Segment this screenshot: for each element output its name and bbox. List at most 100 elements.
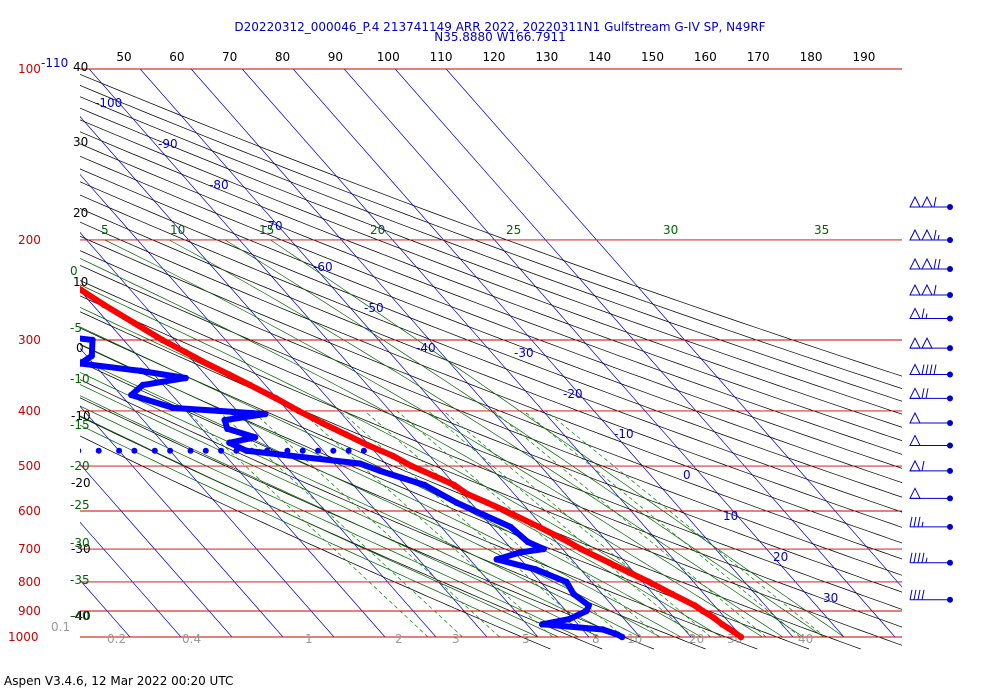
top-axis-label: 70 bbox=[222, 50, 237, 64]
dry-adiabat-line bbox=[80, 73, 902, 377]
top-axis-label: 190 bbox=[852, 50, 875, 64]
wind-barb-pennant bbox=[909, 336, 921, 349]
dewpoint-profile-point bbox=[80, 360, 84, 367]
dewpoint-profile-point bbox=[524, 538, 531, 546]
moist-adiabat-axis-label: -15 bbox=[70, 418, 90, 432]
temperature-profile-point bbox=[55, 271, 61, 277]
wind-barb-full bbox=[921, 308, 925, 319]
dry-adiabat-line bbox=[80, 235, 902, 560]
temperature-profile-point bbox=[451, 481, 458, 489]
dewpoint-outlier-point bbox=[95, 447, 102, 454]
dry-adiabat-line bbox=[80, 280, 902, 610]
height-label: 40 bbox=[73, 60, 88, 74]
mixing-ratio-label: 0.1 bbox=[51, 620, 70, 634]
isotherm-line bbox=[80, 347, 335, 638]
isotherm-line bbox=[394, 68, 896, 638]
height-label: 20 bbox=[73, 206, 88, 220]
top-height-label: -110 bbox=[41, 56, 68, 70]
wind-barb bbox=[909, 589, 953, 603]
isotherm-label: -90 bbox=[158, 137, 178, 151]
wind-barb bbox=[909, 411, 953, 427]
wind-barb bbox=[909, 516, 953, 530]
wind-barb-half bbox=[925, 557, 928, 563]
dewpoint-outlier-point bbox=[315, 447, 322, 454]
dewpoint-outlier-point bbox=[233, 447, 240, 454]
wind-barb-full bbox=[917, 516, 921, 528]
temperature-profile-point bbox=[1, 231, 7, 237]
isotherm-label: 20 bbox=[773, 550, 788, 564]
dry-adiabat-line bbox=[80, 96, 902, 402]
wind-barb-full bbox=[925, 388, 929, 399]
isotherm-line bbox=[80, 463, 233, 638]
moist-adiabat-axis-label: -35 bbox=[70, 573, 90, 587]
isotherm-label: -40 bbox=[416, 341, 436, 355]
dewpoint-profile-point bbox=[516, 549, 523, 556]
dewpoint-profile-point bbox=[182, 374, 189, 382]
temperature-profile-point bbox=[408, 462, 415, 470]
dewpoint-profile-point bbox=[565, 615, 573, 623]
software-version-footer: Aspen V3.4.6, 12 Mar 2022 00:20 UTC bbox=[4, 674, 234, 688]
wind-barb-pennant bbox=[921, 257, 933, 270]
isotherm-line bbox=[139, 68, 641, 638]
wind-barb-pennant bbox=[909, 228, 921, 241]
wind-barb-pennant bbox=[909, 411, 921, 424]
temperature-profile-point bbox=[272, 395, 280, 402]
dewpoint-profile-point bbox=[540, 545, 547, 553]
dewpoint-profile bbox=[18, 287, 626, 641]
top-axis-label: 110 bbox=[430, 50, 453, 64]
wind-barb bbox=[909, 195, 953, 211]
wind-barb-full bbox=[909, 516, 913, 528]
dewpoint-outlier-point bbox=[116, 447, 123, 454]
dewpoint-profile-point bbox=[226, 439, 233, 446]
isotherm-label: -100 bbox=[95, 96, 122, 110]
height-label: 0 bbox=[76, 341, 84, 355]
mixing-ratio-line bbox=[545, 410, 826, 638]
wind-barb-pennant bbox=[921, 195, 933, 208]
isotherm-line bbox=[88, 68, 590, 638]
pressure-label: 100 bbox=[18, 62, 41, 76]
dewpoint-outlier-point bbox=[167, 447, 174, 454]
mixing-ratio-line bbox=[218, 410, 463, 638]
wind-barb-pennant bbox=[909, 363, 921, 375]
dewpoint-profile-point bbox=[128, 391, 135, 399]
temperature-profile-point bbox=[718, 621, 726, 628]
dry-adiabat-line bbox=[80, 397, 655, 650]
wind-barb-pennant bbox=[921, 336, 933, 349]
dewpoint-profile-point bbox=[453, 499, 460, 506]
wind-barb-full bbox=[909, 589, 913, 600]
dry-adiabat-line bbox=[80, 264, 902, 593]
wind-barb-full bbox=[933, 364, 937, 375]
dewpoint-profile-point bbox=[26, 320, 32, 326]
wind-barb-full bbox=[913, 589, 917, 600]
mixing-ratio-line bbox=[427, 410, 694, 638]
dewpoint-profile-point bbox=[538, 621, 546, 628]
dry-adiabat-line bbox=[80, 194, 902, 513]
temperature-profile-point bbox=[737, 633, 745, 641]
dry-adiabat-line bbox=[80, 379, 706, 650]
dewpoint-profile-point bbox=[18, 287, 24, 293]
temperature-profile-point bbox=[100, 301, 108, 308]
moist-adiabat-line bbox=[80, 343, 681, 638]
moist-adiabat-axis-label: -5 bbox=[70, 321, 82, 335]
wind-barb-full bbox=[933, 229, 937, 241]
wind-barb-full bbox=[925, 364, 929, 375]
temperature-profile-point bbox=[225, 371, 233, 378]
wind-barb bbox=[909, 487, 953, 502]
wind-barb-pennant bbox=[921, 228, 933, 241]
temperature-profile-point bbox=[130, 319, 138, 327]
temperature-profile-point bbox=[389, 452, 397, 460]
dewpoint-outlier-point bbox=[50, 448, 56, 454]
top-axis-label: 50 bbox=[116, 50, 131, 64]
mixing-ratio-line bbox=[396, 410, 660, 638]
dewpoint-profile-point bbox=[243, 447, 250, 454]
top-axis-label: 100 bbox=[377, 50, 400, 64]
moist-adiabat-label: 35 bbox=[814, 223, 829, 237]
wind-barb-half bbox=[937, 234, 940, 241]
dewpoint-profile-point bbox=[56, 333, 62, 339]
dewpoint-outlier-point bbox=[131, 447, 138, 454]
isotherm-label: -50 bbox=[364, 301, 384, 315]
temperature-profile-point bbox=[625, 569, 633, 576]
wind-barb bbox=[909, 307, 953, 322]
dry-adiabat-line bbox=[80, 295, 902, 628]
temperature-profile-point bbox=[159, 336, 166, 344]
